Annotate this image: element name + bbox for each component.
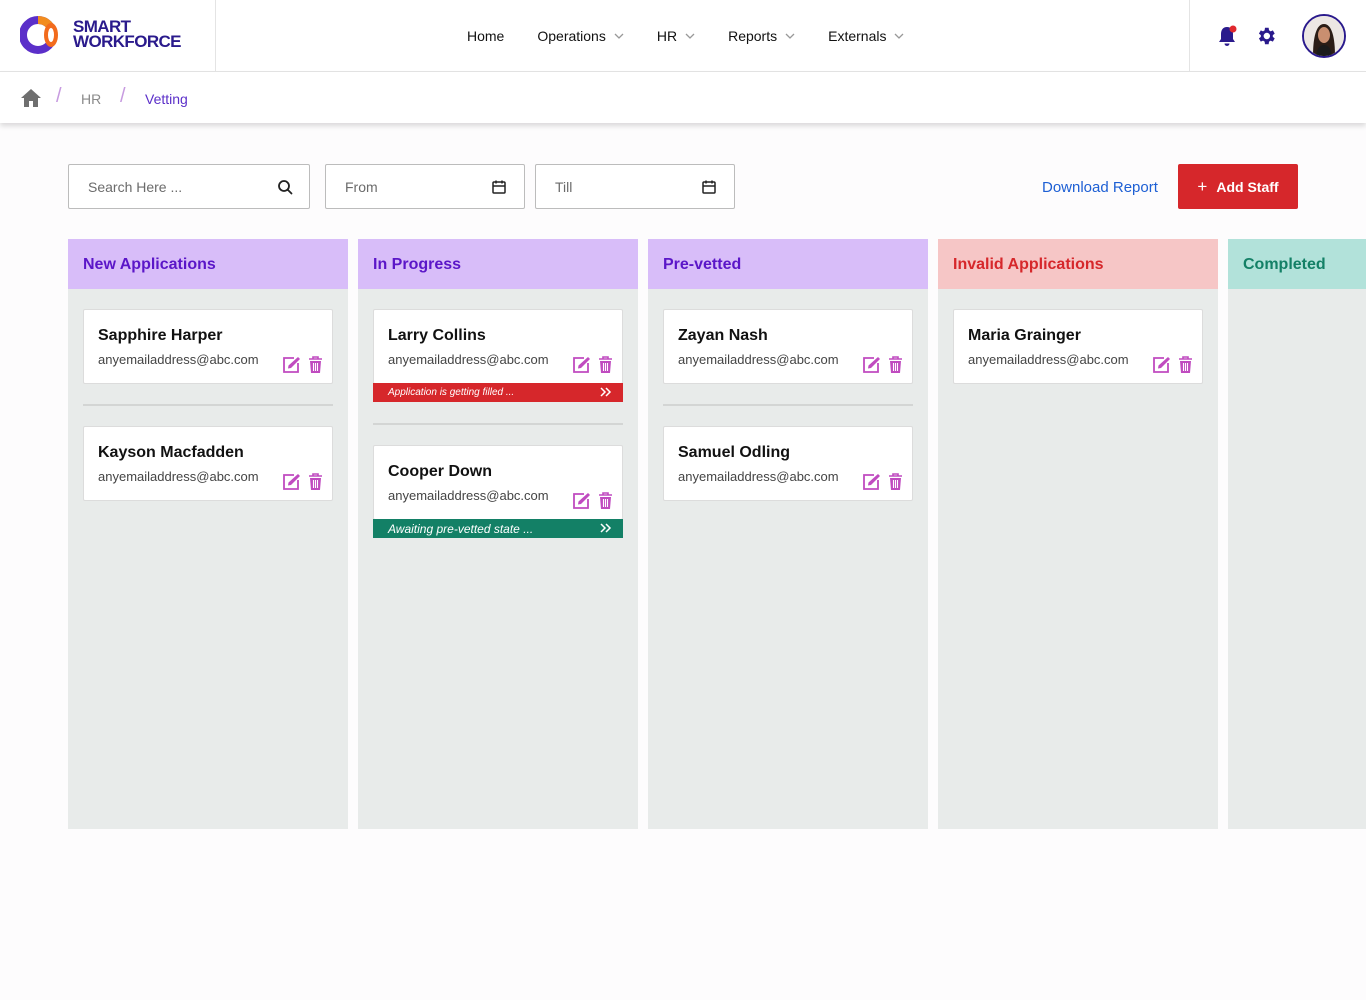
from-date-placeholder: From [345,179,378,195]
nav-reports[interactable]: Reports [728,28,795,44]
notification-bell-icon[interactable] [1215,24,1239,48]
applicant-card[interactable]: Maria Grainger anyemailaddress@abc.com [953,309,1203,384]
till-date-field[interactable]: Till [535,164,735,209]
column-in-progress: In Progress Larry Collins anyemailaddres… [358,239,638,829]
applicant-card[interactable]: Samuel Odling anyemailaddress@abc.com [663,426,913,501]
calendar-icon[interactable] [701,179,717,195]
card-divider [83,404,333,406]
applicant-card[interactable]: Kayson Macfadden anyemailaddress@abc.com [83,426,333,501]
card-divider [373,423,623,425]
column-header: In Progress [358,239,638,289]
edit-icon[interactable] [861,356,881,374]
applicant-name: Zayan Nash [678,327,768,344]
user-avatar-image-icon [1304,16,1344,56]
column-header: Pre-vetted [648,239,928,289]
applicant-name: Samuel Odling [678,444,791,461]
edit-icon[interactable] [281,473,301,491]
chevron-down-icon [614,33,624,39]
applicant-email: anyemailaddress@abc.com [678,352,839,367]
edit-icon[interactable] [571,356,591,374]
edit-icon[interactable] [861,473,881,491]
card-divider [663,404,913,406]
search-icon[interactable] [277,179,293,195]
double-chevron-right-icon[interactable] [600,386,612,398]
delete-icon[interactable] [598,356,613,374]
edit-icon[interactable] [281,356,301,374]
nav-hr-label: HR [656,28,678,44]
chevron-down-icon [785,33,795,39]
column-header: New Applications [68,239,348,289]
delete-icon[interactable] [1178,356,1193,374]
nav-reports-label: Reports [728,28,778,44]
download-report-link[interactable]: Download Report [1042,179,1158,196]
nav-home[interactable]: Home [467,28,504,44]
nav-hr[interactable]: HR [657,28,695,44]
add-staff-label: Add Staff [1216,178,1279,195]
status-text: Application is getting filled ... [388,387,515,398]
smart-workforce-logo-icon [20,16,58,54]
applicant-name: Sapphire Harper [98,327,223,344]
nav-externals[interactable]: Externals [828,28,904,44]
applicant-card[interactable]: Sapphire Harper anyemailaddress@abc.com [83,309,333,384]
status-bar-danger[interactable]: Application is getting filled ... [373,383,623,402]
search-placeholder: Search Here ... [88,179,183,195]
delete-icon[interactable] [308,473,323,491]
top-navigation-bar: SMART WORKFORCE Home Operations HR Repor… [0,0,1366,72]
applicant-email: anyemailaddress@abc.com [388,488,549,503]
nav-operations-label: Operations [537,28,606,44]
delete-icon[interactable] [598,492,613,510]
breadcrumb-separator: / [120,85,126,107]
header-actions [1189,0,1366,72]
column-new-applications: New Applications Sapphire Harper anyemai… [68,239,348,829]
applicant-email: anyemailaddress@abc.com [678,469,839,484]
applicant-name: Kayson Macfadden [98,444,244,461]
edit-icon[interactable] [571,492,591,510]
applicant-card[interactable]: Cooper Down anyemailaddress@abc.com [373,445,623,520]
delete-icon[interactable] [888,473,903,491]
applicant-card[interactable]: Zayan Nash anyemailaddress@abc.com [663,309,913,384]
user-avatar[interactable] [1302,14,1346,58]
nav-externals-label: Externals [828,28,887,44]
breadcrumb-current: Vetting [145,91,188,107]
status-bar-success[interactable]: Awaiting pre-vetted state ... [373,519,623,538]
chevron-down-icon [895,33,904,39]
column-invalid-applications: Invalid Applications Maria Grainger anye… [938,239,1218,829]
applicant-email: anyemailaddress@abc.com [98,352,259,367]
search-input[interactable]: Search Here ... [68,164,310,209]
till-date-placeholder: Till [555,179,573,195]
column-header: Invalid Applications [938,239,1218,289]
brand-logo[interactable]: SMART WORKFORCE [0,0,216,72]
breadcrumb: / HR / Vetting [0,72,1366,123]
delete-icon[interactable] [888,356,903,374]
applicant-email: anyemailaddress@abc.com [98,469,259,484]
applicant-card[interactable]: Larry Collins anyemailaddress@abc.com [373,309,623,384]
breadcrumb-hr[interactable]: HR [81,91,102,107]
delete-icon[interactable] [308,356,323,374]
plus-icon: + [1197,176,1208,196]
add-staff-button[interactable]: + Add Staff [1178,164,1298,209]
applicant-name: Maria Grainger [968,327,1081,344]
column-pre-vetted: Pre-vetted Zayan Nash anyemailaddress@ab… [648,239,928,829]
main-nav: Home Operations HR Reports Externals [467,0,904,72]
home-icon[interactable] [20,88,42,108]
applicant-name: Larry Collins [388,327,486,344]
applicant-email: anyemailaddress@abc.com [388,352,549,367]
chevron-down-icon [685,33,695,39]
applicant-email: anyemailaddress@abc.com [968,352,1129,367]
applicant-name: Cooper Down [388,463,492,480]
column-completed: Completed [1228,239,1366,829]
breadcrumb-separator: / [56,85,62,107]
brand-name: SMART WORKFORCE [73,17,182,51]
double-chevron-right-icon[interactable] [600,522,612,534]
brand-line-1: SMART [73,17,131,36]
brand-line-2: WORKFORCE [73,32,182,51]
nav-operations[interactable]: Operations [537,28,624,44]
calendar-icon[interactable] [491,179,507,195]
column-header: Completed [1228,239,1366,289]
status-text: Awaiting pre-vetted state ... [388,521,534,536]
nav-home-label: Home [467,28,505,44]
from-date-field[interactable]: From [325,164,525,209]
edit-icon[interactable] [1151,356,1171,374]
settings-gear-icon[interactable] [1255,25,1277,47]
